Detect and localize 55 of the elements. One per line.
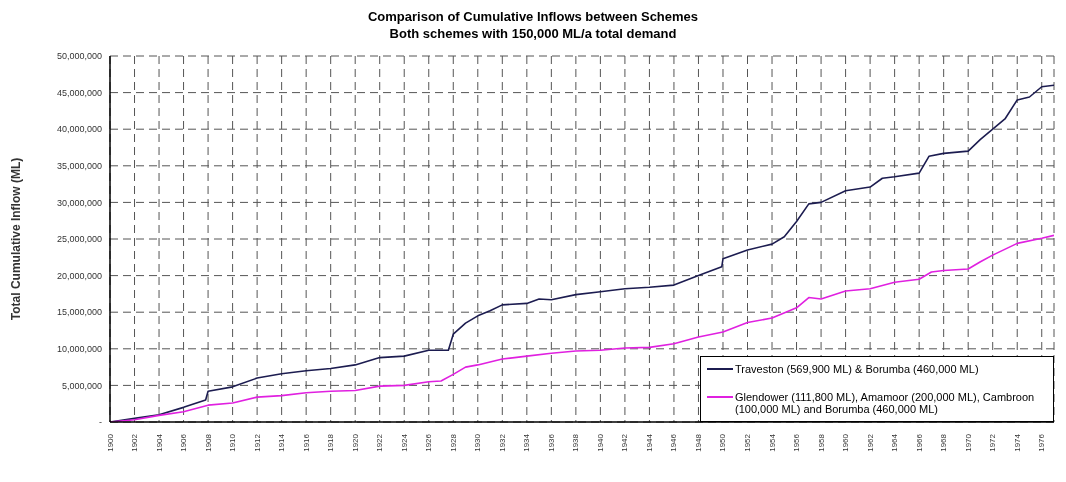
y-tick-label: - xyxy=(99,417,102,428)
legend-label: Glendower (111,800 ML), Amamoor (200,000 ML), Cambroon (100,000 ML) and Borumba (460,000 ML) xyxy=(735,391,1036,415)
chart-title: Comparison of Cumulative Inflows between Schemes xyxy=(366,8,700,25)
x-tick-label: 1928 xyxy=(448,433,458,452)
y-axis-title: Total Cumulative Inflow (ML) xyxy=(9,157,24,321)
y-tick-label: 45,000,000 xyxy=(56,87,102,98)
y-tick-label: 20,000,000 xyxy=(56,270,102,281)
x-tick-label: 1948 xyxy=(693,433,703,452)
x-tick-label: 1936 xyxy=(546,433,556,452)
x-tick-label: 1916 xyxy=(301,433,311,452)
x-tick-label: 1914 xyxy=(277,433,287,452)
x-tick-label: 1908 xyxy=(203,433,213,452)
x-tick-label: 1964 xyxy=(890,433,900,452)
x-tick-label: 1920 xyxy=(350,433,360,452)
x-tick-label: 1970 xyxy=(963,433,973,452)
x-tick-label: 1950 xyxy=(718,433,728,452)
x-tick-label: 1902 xyxy=(130,433,140,452)
y-tick-label: 10,000,000 xyxy=(56,343,102,354)
x-tick-label: 1960 xyxy=(841,433,851,452)
x-tick-label: 1932 xyxy=(497,433,507,452)
y-tick-label: 40,000,000 xyxy=(56,124,102,135)
x-tick-label: 1922 xyxy=(375,433,385,452)
x-tick-label: 1946 xyxy=(669,433,679,452)
x-tick-label: 1952 xyxy=(743,433,753,452)
x-tick-label: 1900 xyxy=(105,433,115,452)
x-tick-label: 1962 xyxy=(865,433,875,452)
x-tick-label: 1942 xyxy=(620,433,630,452)
x-tick-label: 1930 xyxy=(473,433,483,452)
x-tick-label: 1904 xyxy=(154,433,164,452)
x-tick-label: 1934 xyxy=(522,433,532,452)
x-tick-label: 1972 xyxy=(988,433,998,452)
y-tick-label: 25,000,000 xyxy=(56,234,102,245)
x-tick-label: 1938 xyxy=(571,433,581,452)
y-tick-label: 5,000,000 xyxy=(61,380,102,391)
x-tick-label: 1918 xyxy=(326,433,336,452)
y-tick-label: 30,000,000 xyxy=(56,197,102,208)
x-tick-label: 1912 xyxy=(252,433,262,452)
x-tick-label: 1958 xyxy=(816,433,826,452)
x-tick-label: 1944 xyxy=(644,433,654,452)
x-tick-label: 1910 xyxy=(228,433,238,452)
x-tick-label: 1968 xyxy=(939,433,949,452)
x-tick-label: 1906 xyxy=(179,433,189,452)
x-tick-label: 1974 xyxy=(1012,433,1022,452)
y-tick-label: 50,000,000 xyxy=(56,51,102,62)
x-tick-label: 1954 xyxy=(767,433,777,452)
x-tick-label: 1956 xyxy=(792,433,802,452)
x-tick-label: 1924 xyxy=(399,433,409,452)
legend-label: Traveston (569,900 ML) & Borumba (460,000 ML) xyxy=(735,363,979,375)
x-tick-label: 1940 xyxy=(595,433,605,452)
x-tick-label: 1926 xyxy=(424,433,434,452)
x-tick-label: 1976 xyxy=(1037,433,1047,452)
y-tick-label: 35,000,000 xyxy=(56,160,102,171)
chart-subtitle: Both schemes with 150,000 ML/a total demand xyxy=(388,25,678,42)
y-tick-label: 15,000,000 xyxy=(56,307,102,318)
x-tick-label: 1966 xyxy=(914,433,924,452)
